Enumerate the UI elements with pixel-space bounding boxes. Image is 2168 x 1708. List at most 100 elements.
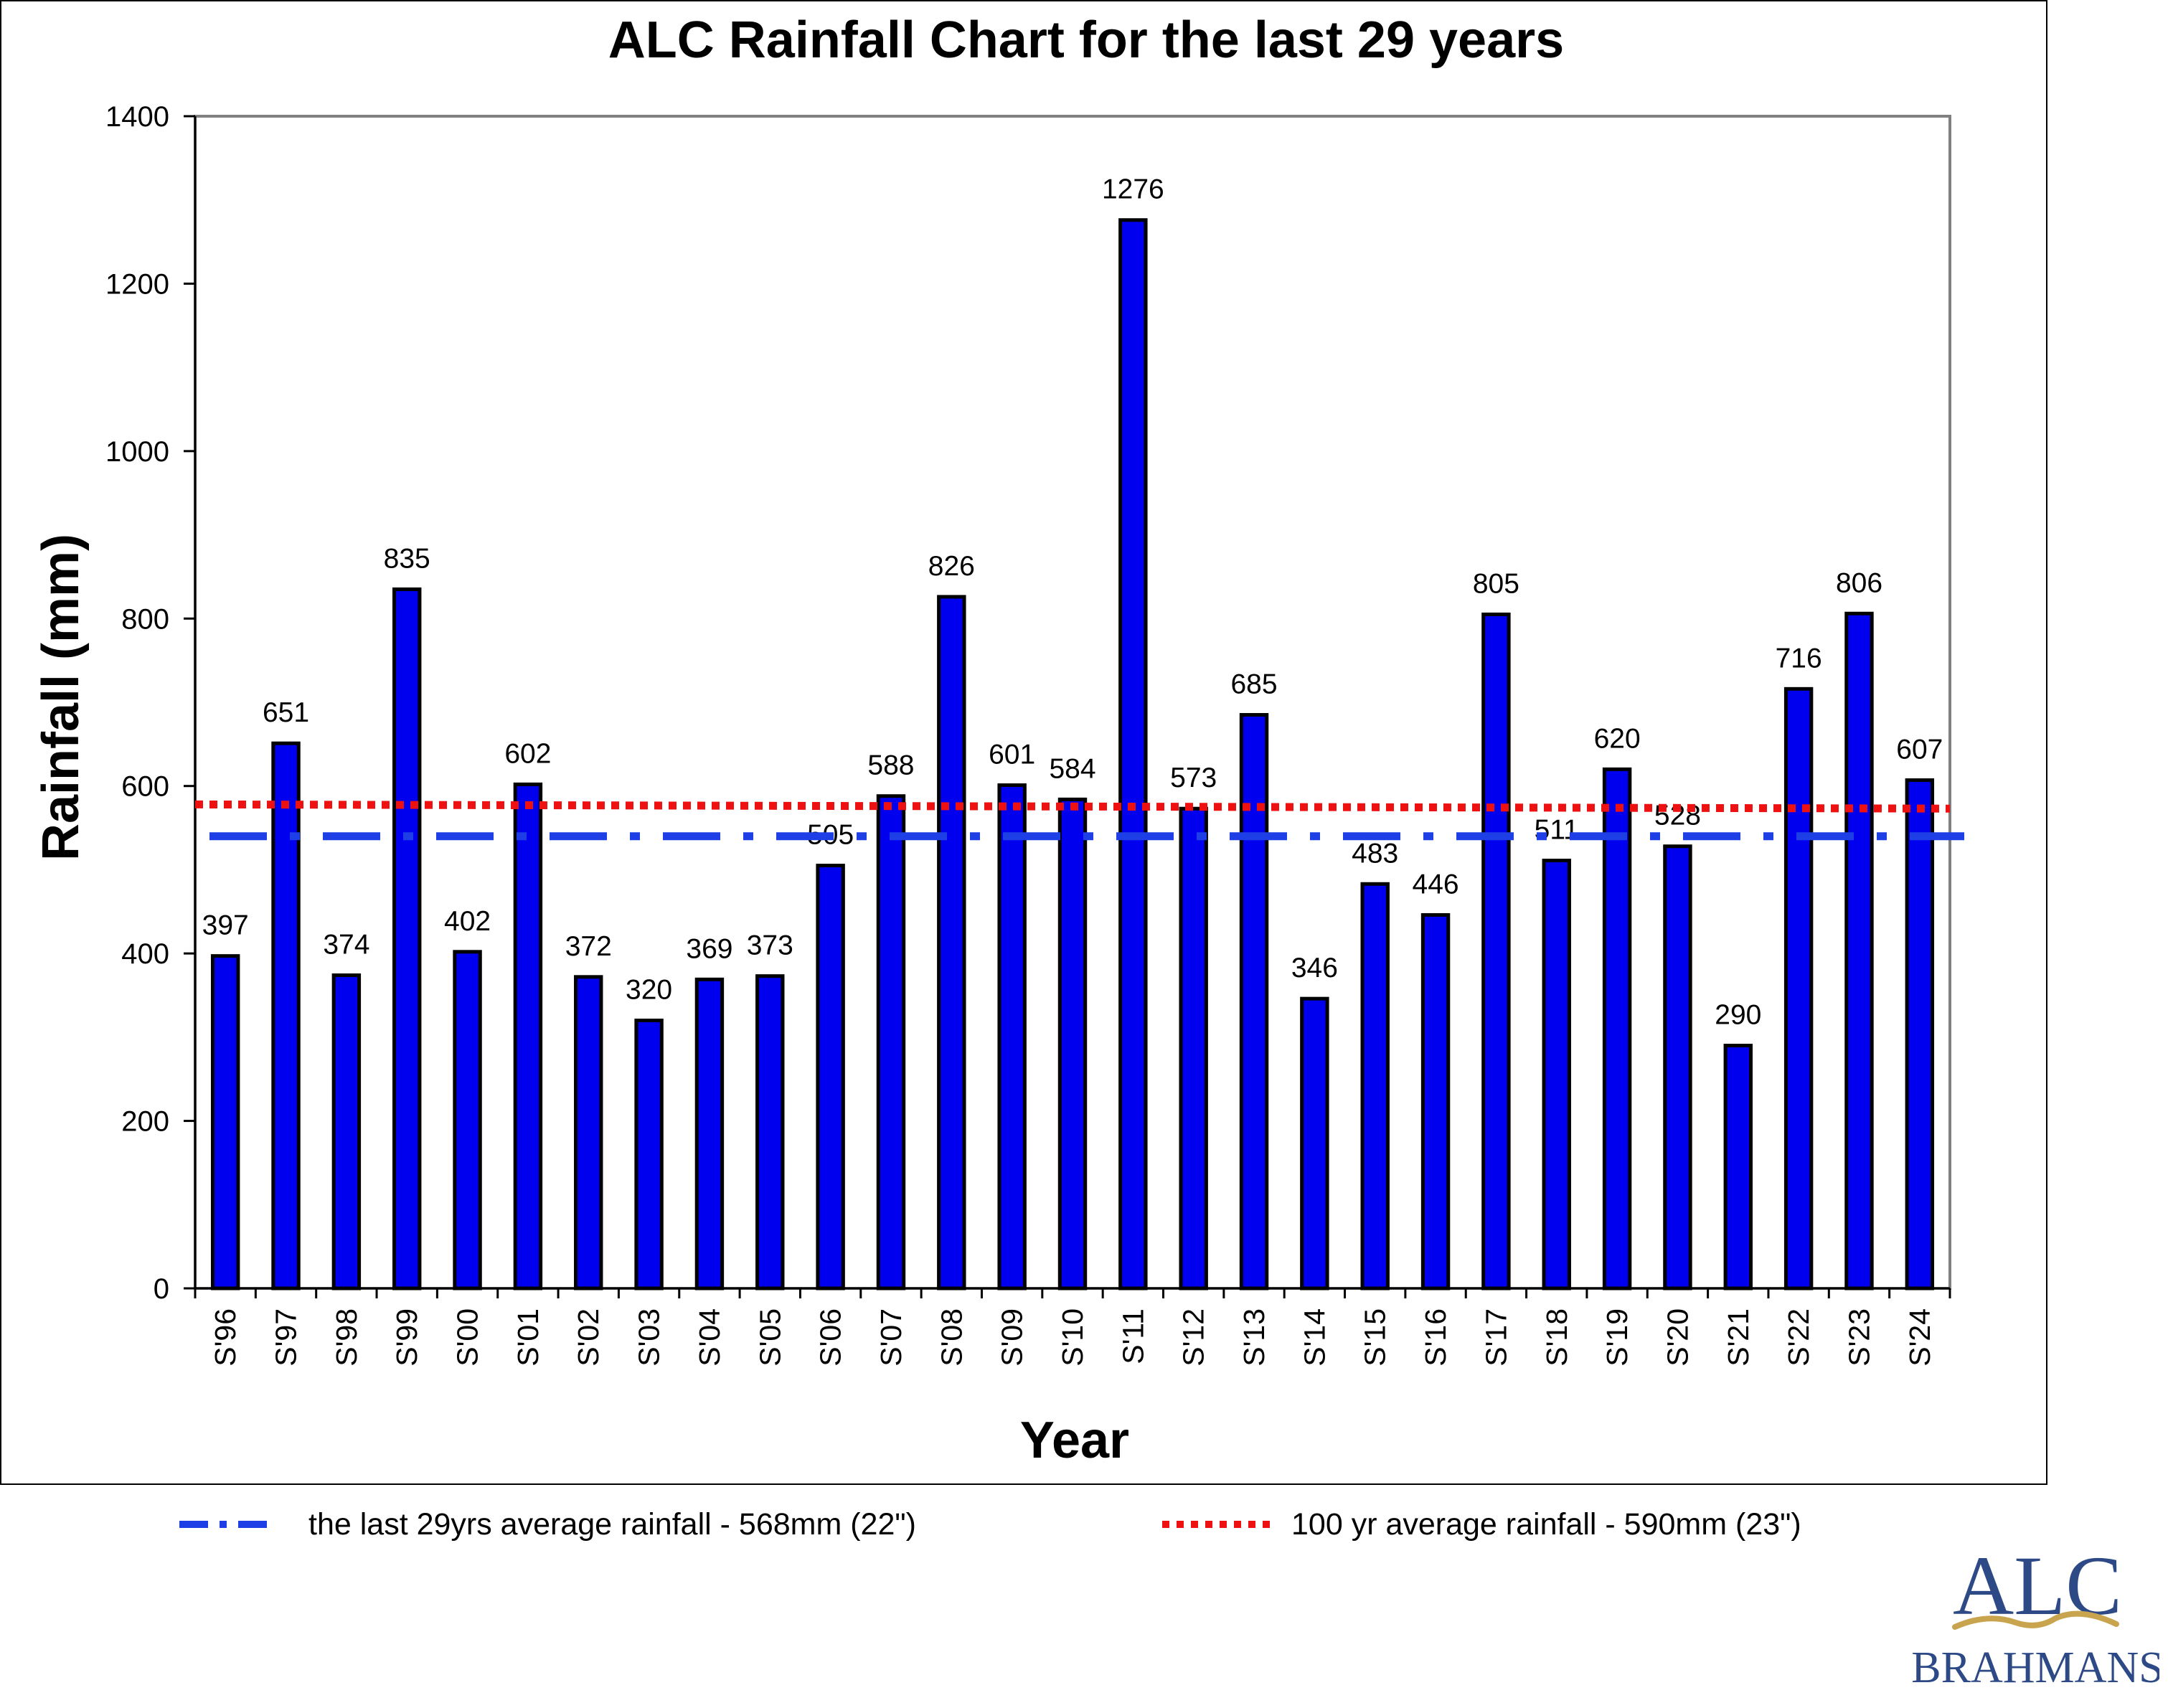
bar [755, 974, 785, 1291]
bar-value-label: 372 [565, 931, 612, 962]
avg-100yr-line [194, 800, 1951, 813]
x-tick-label: S'03 [633, 1308, 666, 1367]
bar-value-label: 601 [989, 740, 1035, 770]
bar [937, 595, 966, 1291]
x-tick-label: S'23 [1842, 1308, 1875, 1367]
dotted-line-swatch [1162, 1521, 1270, 1528]
bar [1360, 882, 1390, 1291]
x-tick-label: S'21 [1722, 1308, 1755, 1367]
x-tick-label: S'97 [270, 1308, 303, 1367]
bar-value-label: 584 [1049, 753, 1095, 784]
bar [1723, 1044, 1753, 1291]
x-tick-label: S'05 [753, 1308, 786, 1367]
dash-dot-line-swatch [179, 1521, 287, 1528]
bar [1481, 612, 1511, 1291]
bar [513, 782, 543, 1291]
bar-value-label: 483 [1352, 838, 1398, 869]
bar-value-label: 826 [928, 551, 975, 582]
y-tick-label: 1200 [105, 268, 169, 300]
x-tick-label: S'06 [814, 1308, 847, 1367]
x-tick-label: S'98 [330, 1308, 363, 1367]
bar [1783, 686, 1814, 1291]
bar [210, 954, 240, 1291]
bar-value-label: 607 [1896, 735, 1943, 765]
chart-title: ALC Rainfall Chart for the last 29 years [608, 11, 1564, 69]
bar-value-label: 369 [686, 933, 732, 964]
y-tick-label: 1000 [105, 436, 169, 468]
y-tick-label: 1400 [105, 101, 169, 133]
bar-value-label: 374 [323, 929, 369, 960]
y-tick-label: 400 [121, 938, 169, 970]
bar-value-label: 805 [1473, 568, 1519, 599]
bar-value-label: 402 [444, 906, 491, 937]
x-tick-label: S'24 [1903, 1308, 1936, 1367]
x-tick-label: S'14 [1298, 1308, 1331, 1367]
bar [271, 741, 301, 1291]
bar-value-label: 835 [384, 543, 430, 574]
bar [876, 794, 906, 1291]
x-tick-label: S'19 [1601, 1308, 1634, 1367]
x-tick-label: S'17 [1479, 1308, 1512, 1367]
bar-value-label: 290 [1715, 1000, 1761, 1031]
bar-value-label: 620 [1594, 723, 1641, 754]
x-tick-label: S'13 [1238, 1308, 1271, 1367]
x-tick-label: S'01 [512, 1308, 545, 1367]
bar [634, 1019, 664, 1291]
legend-item-29yr-average: the last 29yrs average rainfall - 568mm … [179, 1499, 916, 1549]
rainfall-bar-chart: ALC Rainfall Chart for the last 29 years… [32, 11, 1964, 1469]
bar [331, 973, 362, 1291]
x-tick-label: S'99 [390, 1308, 423, 1367]
y-tick-label: 800 [121, 603, 169, 635]
x-tick-label: S'10 [1056, 1308, 1089, 1367]
x-tick-label: S'04 [693, 1308, 726, 1367]
bar [1118, 218, 1148, 1291]
bar-value-label: 716 [1776, 643, 1822, 674]
bar-value-label: 373 [747, 930, 793, 961]
bar [1542, 859, 1571, 1291]
legend-label-100yr-average: 100 yr average rainfall - 590mm (23") [1291, 1506, 1801, 1542]
x-tick-label: S'15 [1359, 1308, 1392, 1367]
legend-label-29yr-average: the last 29yrs average rainfall - 568mm … [308, 1506, 916, 1542]
x-tick-label: S'08 [935, 1308, 968, 1367]
bar-value-label: 346 [1291, 953, 1338, 983]
x-tick-label: S'20 [1661, 1308, 1694, 1367]
bar [816, 864, 845, 1291]
chart-frame: ALC Rainfall Chart for the last 29 years… [0, 0, 2047, 1485]
bar-value-label: 573 [1170, 763, 1217, 793]
bar [574, 975, 603, 1291]
bar [1179, 806, 1208, 1291]
bar-value-label: 588 [867, 750, 914, 781]
bar-value-label: 685 [1230, 669, 1277, 700]
x-tick-label: S'11 [1116, 1308, 1149, 1364]
y-tick-label: 0 [154, 1273, 169, 1305]
bar [1844, 611, 1874, 1291]
bar [1420, 912, 1451, 1291]
bar [1905, 778, 1935, 1291]
bar-value-label: 446 [1413, 869, 1459, 900]
x-tick-label: S'07 [875, 1308, 908, 1367]
x-axis-label: Year [1020, 1412, 1129, 1469]
bar-value-label: 1276 [1102, 174, 1164, 205]
x-tick-label: S'16 [1419, 1308, 1452, 1367]
bar [1239, 713, 1269, 1291]
y-tick-label: 600 [121, 771, 169, 803]
bar [997, 783, 1027, 1291]
logo-graphic: ALC BRAHMANS [1911, 1539, 2163, 1692]
bar-value-label: 397 [202, 910, 249, 941]
legend: the last 29yrs average rainfall - 568mm … [0, 1492, 2047, 1557]
bar-value-label: 806 [1836, 567, 1882, 598]
y-axis-label: Rainfall (mm) [32, 534, 90, 861]
bar [1602, 767, 1632, 1291]
x-tick-label: S'96 [209, 1308, 242, 1367]
bar [1663, 844, 1692, 1291]
svg-text:BRAHMANS: BRAHMANS [1911, 1643, 2159, 1692]
bar-value-label: 320 [626, 975, 672, 1006]
x-tick-label: S'22 [1782, 1308, 1815, 1367]
x-tick-label: S'09 [996, 1308, 1029, 1367]
x-tick-label: S'18 [1540, 1308, 1573, 1367]
x-tick-label: S'12 [1177, 1308, 1210, 1367]
x-tick-label: S'02 [572, 1308, 605, 1367]
alc-brahmans-logo: ALC BRAHMANS [1901, 1535, 2163, 1700]
bar-value-label: 651 [263, 697, 309, 728]
bar-value-label: 602 [504, 738, 551, 769]
